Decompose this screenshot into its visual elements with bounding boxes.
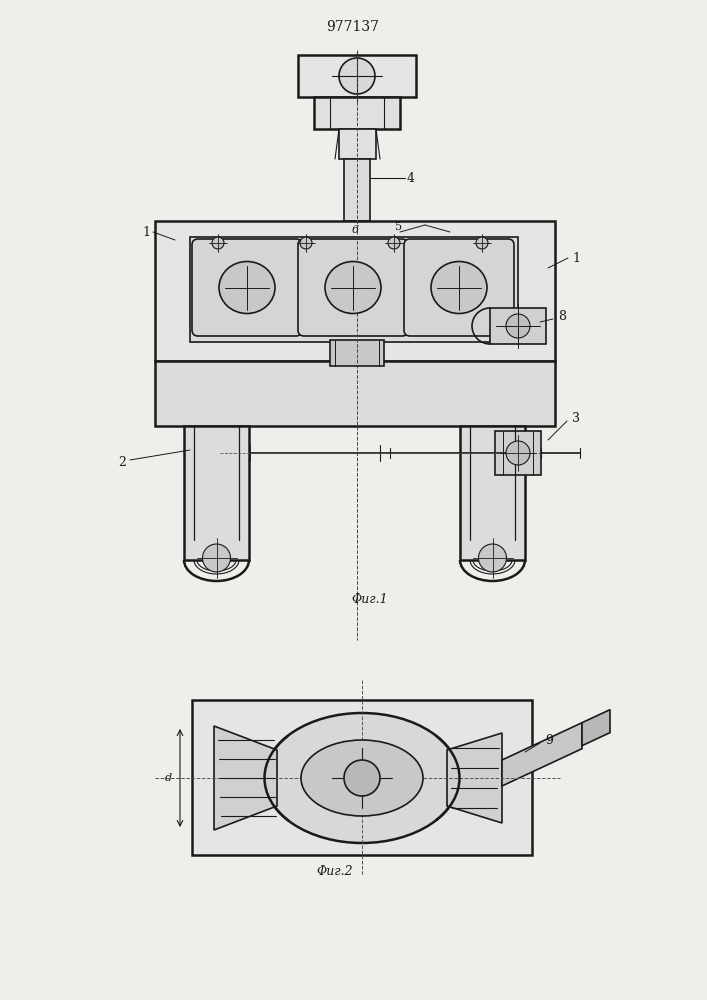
Circle shape — [506, 314, 530, 338]
Bar — [344, 159, 370, 221]
FancyBboxPatch shape — [192, 239, 302, 336]
Circle shape — [388, 237, 400, 249]
Text: Φиг.2: Φиг.2 — [317, 865, 354, 878]
Ellipse shape — [301, 740, 423, 816]
Bar — [495, 431, 541, 475]
Text: d: d — [165, 773, 172, 783]
Bar — [314, 97, 400, 129]
Bar — [330, 340, 384, 366]
Ellipse shape — [325, 261, 381, 314]
Text: 3: 3 — [572, 412, 580, 424]
Ellipse shape — [264, 713, 460, 843]
Bar — [192, 700, 532, 855]
Circle shape — [344, 760, 380, 796]
Bar — [339, 129, 376, 159]
Bar — [298, 55, 416, 97]
Bar — [184, 426, 249, 560]
Text: 1: 1 — [142, 226, 150, 238]
Text: 8: 8 — [558, 310, 566, 322]
Text: Φиг.1: Φиг.1 — [351, 593, 388, 606]
FancyBboxPatch shape — [298, 239, 408, 336]
Circle shape — [212, 237, 224, 249]
Polygon shape — [582, 710, 610, 746]
Text: 1: 1 — [572, 251, 580, 264]
Circle shape — [202, 544, 230, 572]
Text: 977137: 977137 — [327, 20, 380, 34]
Bar — [155, 361, 555, 426]
Ellipse shape — [219, 261, 275, 314]
Bar — [155, 221, 555, 361]
Ellipse shape — [431, 261, 487, 314]
Circle shape — [300, 237, 312, 249]
Text: 9: 9 — [545, 734, 553, 746]
Text: 6: 6 — [352, 225, 359, 235]
Polygon shape — [214, 726, 277, 830]
Text: 2: 2 — [118, 456, 126, 468]
Polygon shape — [447, 733, 502, 823]
Bar — [460, 426, 525, 560]
FancyBboxPatch shape — [404, 239, 514, 336]
Text: 4: 4 — [407, 172, 415, 184]
Text: 5: 5 — [395, 222, 402, 232]
Bar — [490, 308, 546, 344]
Circle shape — [506, 441, 530, 465]
Polygon shape — [502, 723, 582, 786]
Circle shape — [339, 58, 375, 94]
Circle shape — [476, 237, 488, 249]
Circle shape — [479, 544, 506, 572]
Bar — [190, 237, 518, 342]
